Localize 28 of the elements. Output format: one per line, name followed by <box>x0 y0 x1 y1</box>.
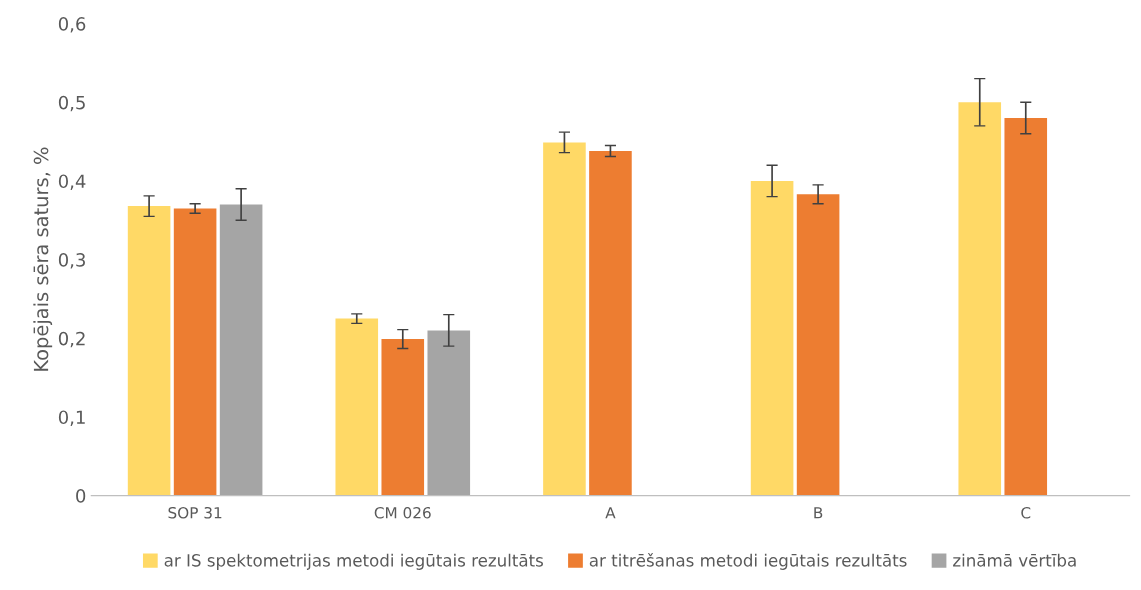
x-tick-label: SOP 31 <box>168 506 222 519</box>
bar <box>127 206 171 496</box>
bar <box>427 330 471 496</box>
legend-label: ar IS spektometrijas metodi iegūtais rezultāts <box>164 553 543 570</box>
bar <box>796 194 840 496</box>
bar <box>335 318 379 496</box>
y-tick-label: 0,4 <box>58 174 86 190</box>
x-tick-label: A <box>605 507 616 519</box>
y-tick-label: 0 <box>76 489 86 503</box>
y-axis-title: Kopējais sēra saturs, % <box>33 147 53 371</box>
bar <box>1004 118 1048 496</box>
bar <box>543 142 586 496</box>
legend-label: zināmā vērtība <box>953 553 1076 567</box>
y-tick-label: 0,2 <box>58 331 85 348</box>
x-tick-label: CM 026 <box>374 506 431 519</box>
legend-label: ar titrēšanas metodi iegūtais rezultāts <box>589 553 907 570</box>
y-tick-label: 0,3 <box>58 253 85 269</box>
bar <box>219 204 263 496</box>
x-tick-label: B <box>814 507 823 519</box>
y-tick-label: 0,5 <box>58 95 85 112</box>
y-tick-label: 0,1 <box>58 410 85 426</box>
x-tick-label: C <box>1021 506 1031 519</box>
bar <box>589 151 632 496</box>
bar <box>750 180 794 496</box>
y-tick-label: 0,6 <box>58 17 86 33</box>
bar <box>958 102 1002 496</box>
bar <box>173 208 217 496</box>
bar <box>381 339 425 496</box>
